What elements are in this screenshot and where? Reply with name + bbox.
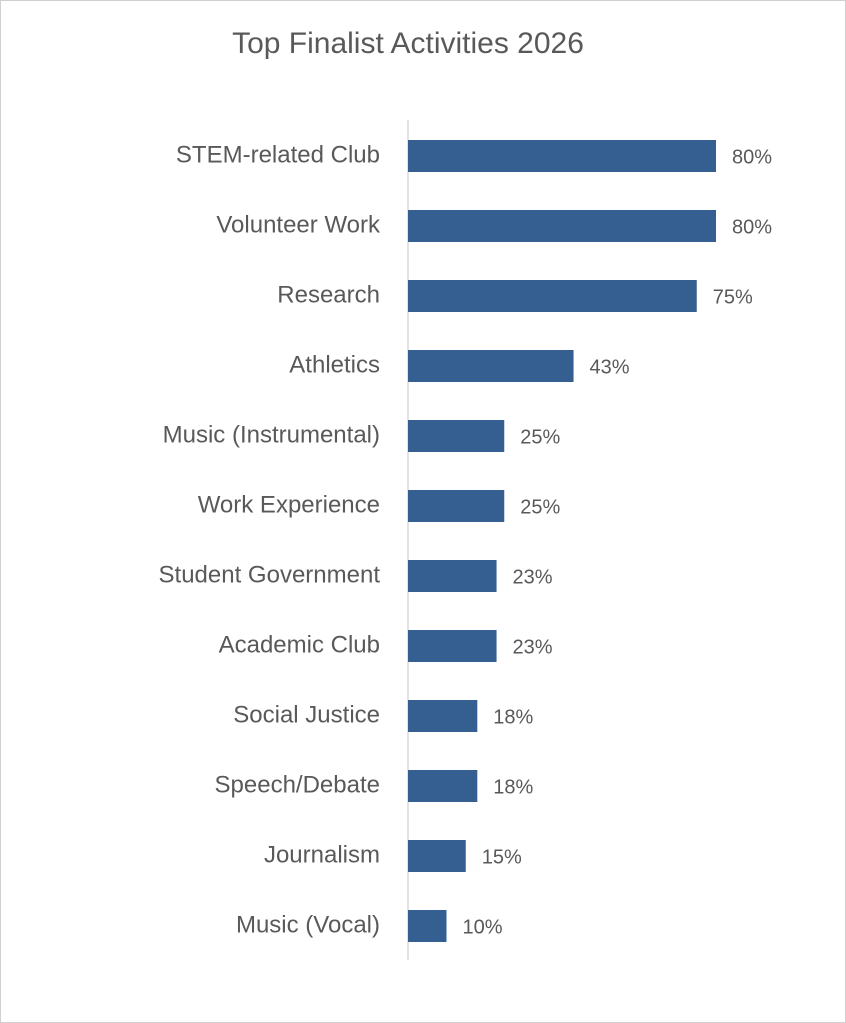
- category-label: Social Justice: [233, 701, 380, 728]
- category-label: Research: [277, 281, 380, 308]
- value-label: 75%: [713, 286, 753, 308]
- category-label: Volunteer Work: [216, 211, 381, 238]
- value-label: 80%: [732, 146, 772, 168]
- bar: [408, 280, 697, 312]
- category-label: Speech/Debate: [215, 771, 380, 798]
- value-label: 25%: [520, 426, 560, 448]
- category-label: STEM-related Club: [176, 141, 380, 168]
- value-label: 23%: [513, 636, 553, 658]
- bar: [408, 910, 447, 942]
- value-label: 80%: [732, 216, 772, 238]
- value-label: 43%: [590, 356, 630, 378]
- bar: [408, 420, 505, 452]
- value-label: 10%: [463, 916, 503, 938]
- bar: [408, 140, 716, 172]
- bar: [408, 840, 466, 872]
- value-label: 18%: [493, 706, 533, 728]
- bar: [408, 630, 497, 662]
- bar: [408, 560, 497, 592]
- value-label: 23%: [513, 566, 553, 588]
- value-label: 25%: [520, 496, 560, 518]
- bar: [408, 350, 574, 382]
- bar: [408, 770, 478, 802]
- category-label: Music (Instrumental): [163, 421, 380, 448]
- category-label: Journalism: [264, 841, 380, 868]
- bar: [408, 700, 478, 732]
- value-label: 18%: [493, 776, 533, 798]
- chart-title: Top Finalist Activities 2026: [232, 27, 584, 60]
- category-label: Athletics: [289, 351, 380, 378]
- bar: [408, 490, 505, 522]
- bar: [408, 210, 716, 242]
- category-label: Academic Club: [219, 631, 380, 658]
- category-label: Student Government: [159, 561, 381, 588]
- value-label: 15%: [482, 846, 522, 868]
- category-label: Music (Vocal): [236, 911, 380, 938]
- category-label: Work Experience: [198, 491, 380, 518]
